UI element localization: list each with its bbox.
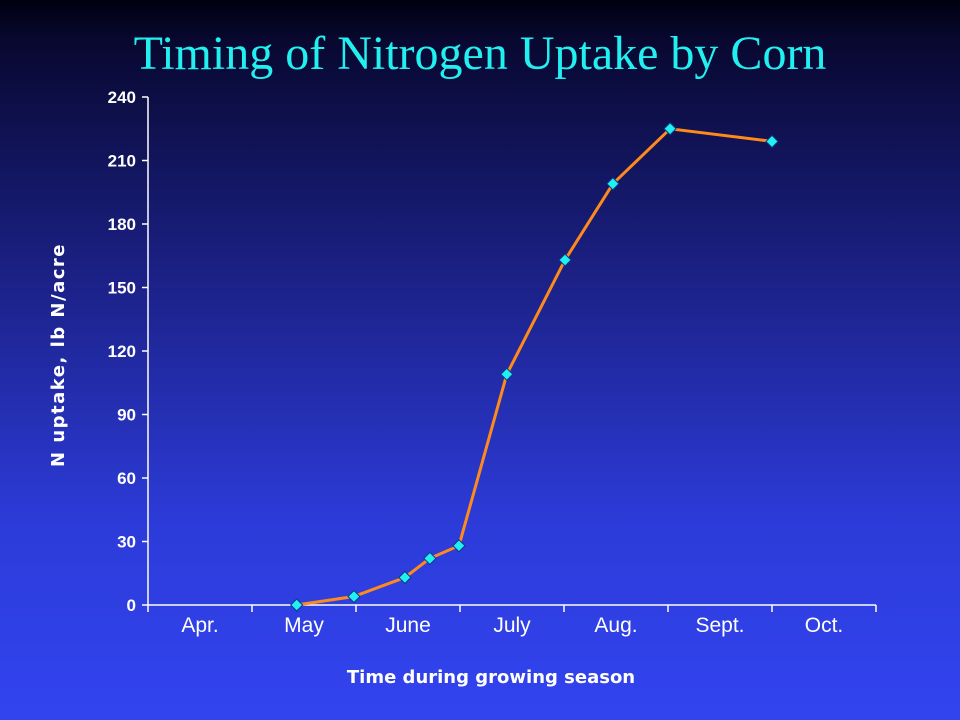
x-tick-label: June bbox=[385, 614, 431, 637]
y-tick-label: 210 bbox=[108, 152, 136, 171]
y-tick-label: 150 bbox=[108, 279, 136, 298]
y-tick-label: 240 bbox=[108, 88, 136, 107]
x-tick-label: July bbox=[493, 614, 531, 637]
data-point bbox=[558, 253, 572, 267]
data-point bbox=[606, 177, 620, 191]
markers bbox=[290, 122, 779, 612]
x-ticks: Apr. May June July Aug. Sept. Oct. bbox=[147, 605, 877, 637]
data-point bbox=[398, 570, 412, 585]
y-axis-title: N uptake, lb N/acre bbox=[48, 243, 69, 467]
data-point bbox=[423, 551, 437, 566]
chart-title: Timing of Nitrogen Uptake by Corn bbox=[133, 27, 827, 80]
y-ticks: 0 30 60 90 120 150 180 210 240 bbox=[108, 88, 148, 615]
axes bbox=[147, 97, 876, 606]
x-tick-label: Sept. bbox=[695, 614, 744, 637]
series-line bbox=[296, 127, 773, 607]
y-tick-label: 60 bbox=[117, 469, 136, 488]
data-point bbox=[765, 134, 779, 149]
x-tick-label: Aug. bbox=[594, 614, 637, 637]
data-point bbox=[452, 539, 466, 553]
y-tick-label: 0 bbox=[127, 596, 136, 615]
y-tick-label: 120 bbox=[108, 342, 136, 361]
x-axis-title: Time during growing season bbox=[347, 667, 635, 688]
data-point bbox=[290, 598, 304, 612]
x-tick-label: Apr. bbox=[181, 614, 218, 637]
x-tick-label: May bbox=[284, 614, 324, 637]
data-point bbox=[663, 122, 677, 136]
y-tick-label: 90 bbox=[117, 406, 136, 425]
y-tick-label: 180 bbox=[108, 215, 136, 234]
y-tick-label: 30 bbox=[117, 533, 136, 552]
x-tick-label: Oct. bbox=[805, 614, 844, 637]
data-point bbox=[347, 589, 361, 604]
data-point bbox=[500, 367, 514, 381]
